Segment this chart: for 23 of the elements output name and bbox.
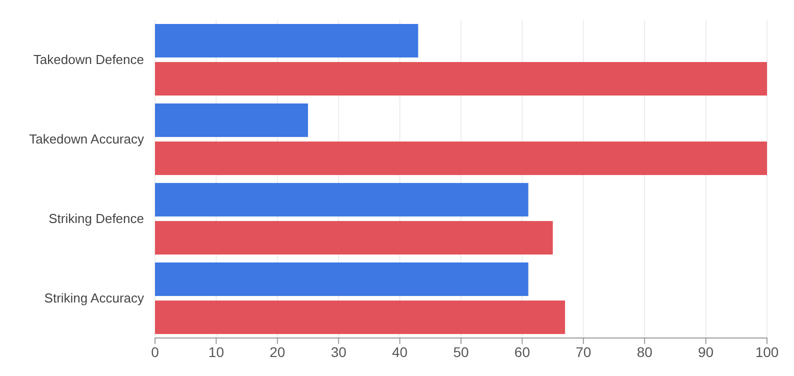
y-tick-label: Takedown Defence (33, 52, 144, 67)
x-tick-label: 90 (698, 344, 714, 360)
bar (155, 262, 528, 296)
bar (155, 62, 767, 96)
x-tick-label: 40 (392, 344, 408, 360)
x-tick-label: 50 (453, 344, 469, 360)
bar (155, 221, 553, 255)
x-tick-label: 20 (270, 344, 286, 360)
bar (155, 103, 308, 137)
bar (155, 182, 528, 216)
x-tick-label: 30 (330, 344, 347, 360)
y-tick-label: Striking Accuracy (44, 290, 144, 306)
x-tick-label: 70 (576, 344, 592, 360)
bar (155, 142, 767, 176)
x-tick-label: 0 (151, 344, 160, 360)
x-tick-label: 10 (208, 344, 224, 360)
bar (155, 300, 566, 334)
x-tick-label: 100 (755, 344, 779, 360)
y-tick-label: Takedown Accuracy (29, 131, 144, 146)
x-tick-label: 60 (514, 344, 530, 360)
x-tick-label: 80 (636, 344, 653, 360)
y-tick-label: Striking Defence (48, 210, 144, 226)
bar (155, 24, 418, 58)
